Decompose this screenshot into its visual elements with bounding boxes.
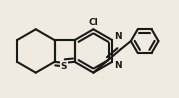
Text: N: N	[114, 61, 122, 70]
Text: S: S	[61, 62, 67, 71]
Text: N: N	[114, 32, 122, 41]
Text: Cl: Cl	[89, 18, 98, 27]
